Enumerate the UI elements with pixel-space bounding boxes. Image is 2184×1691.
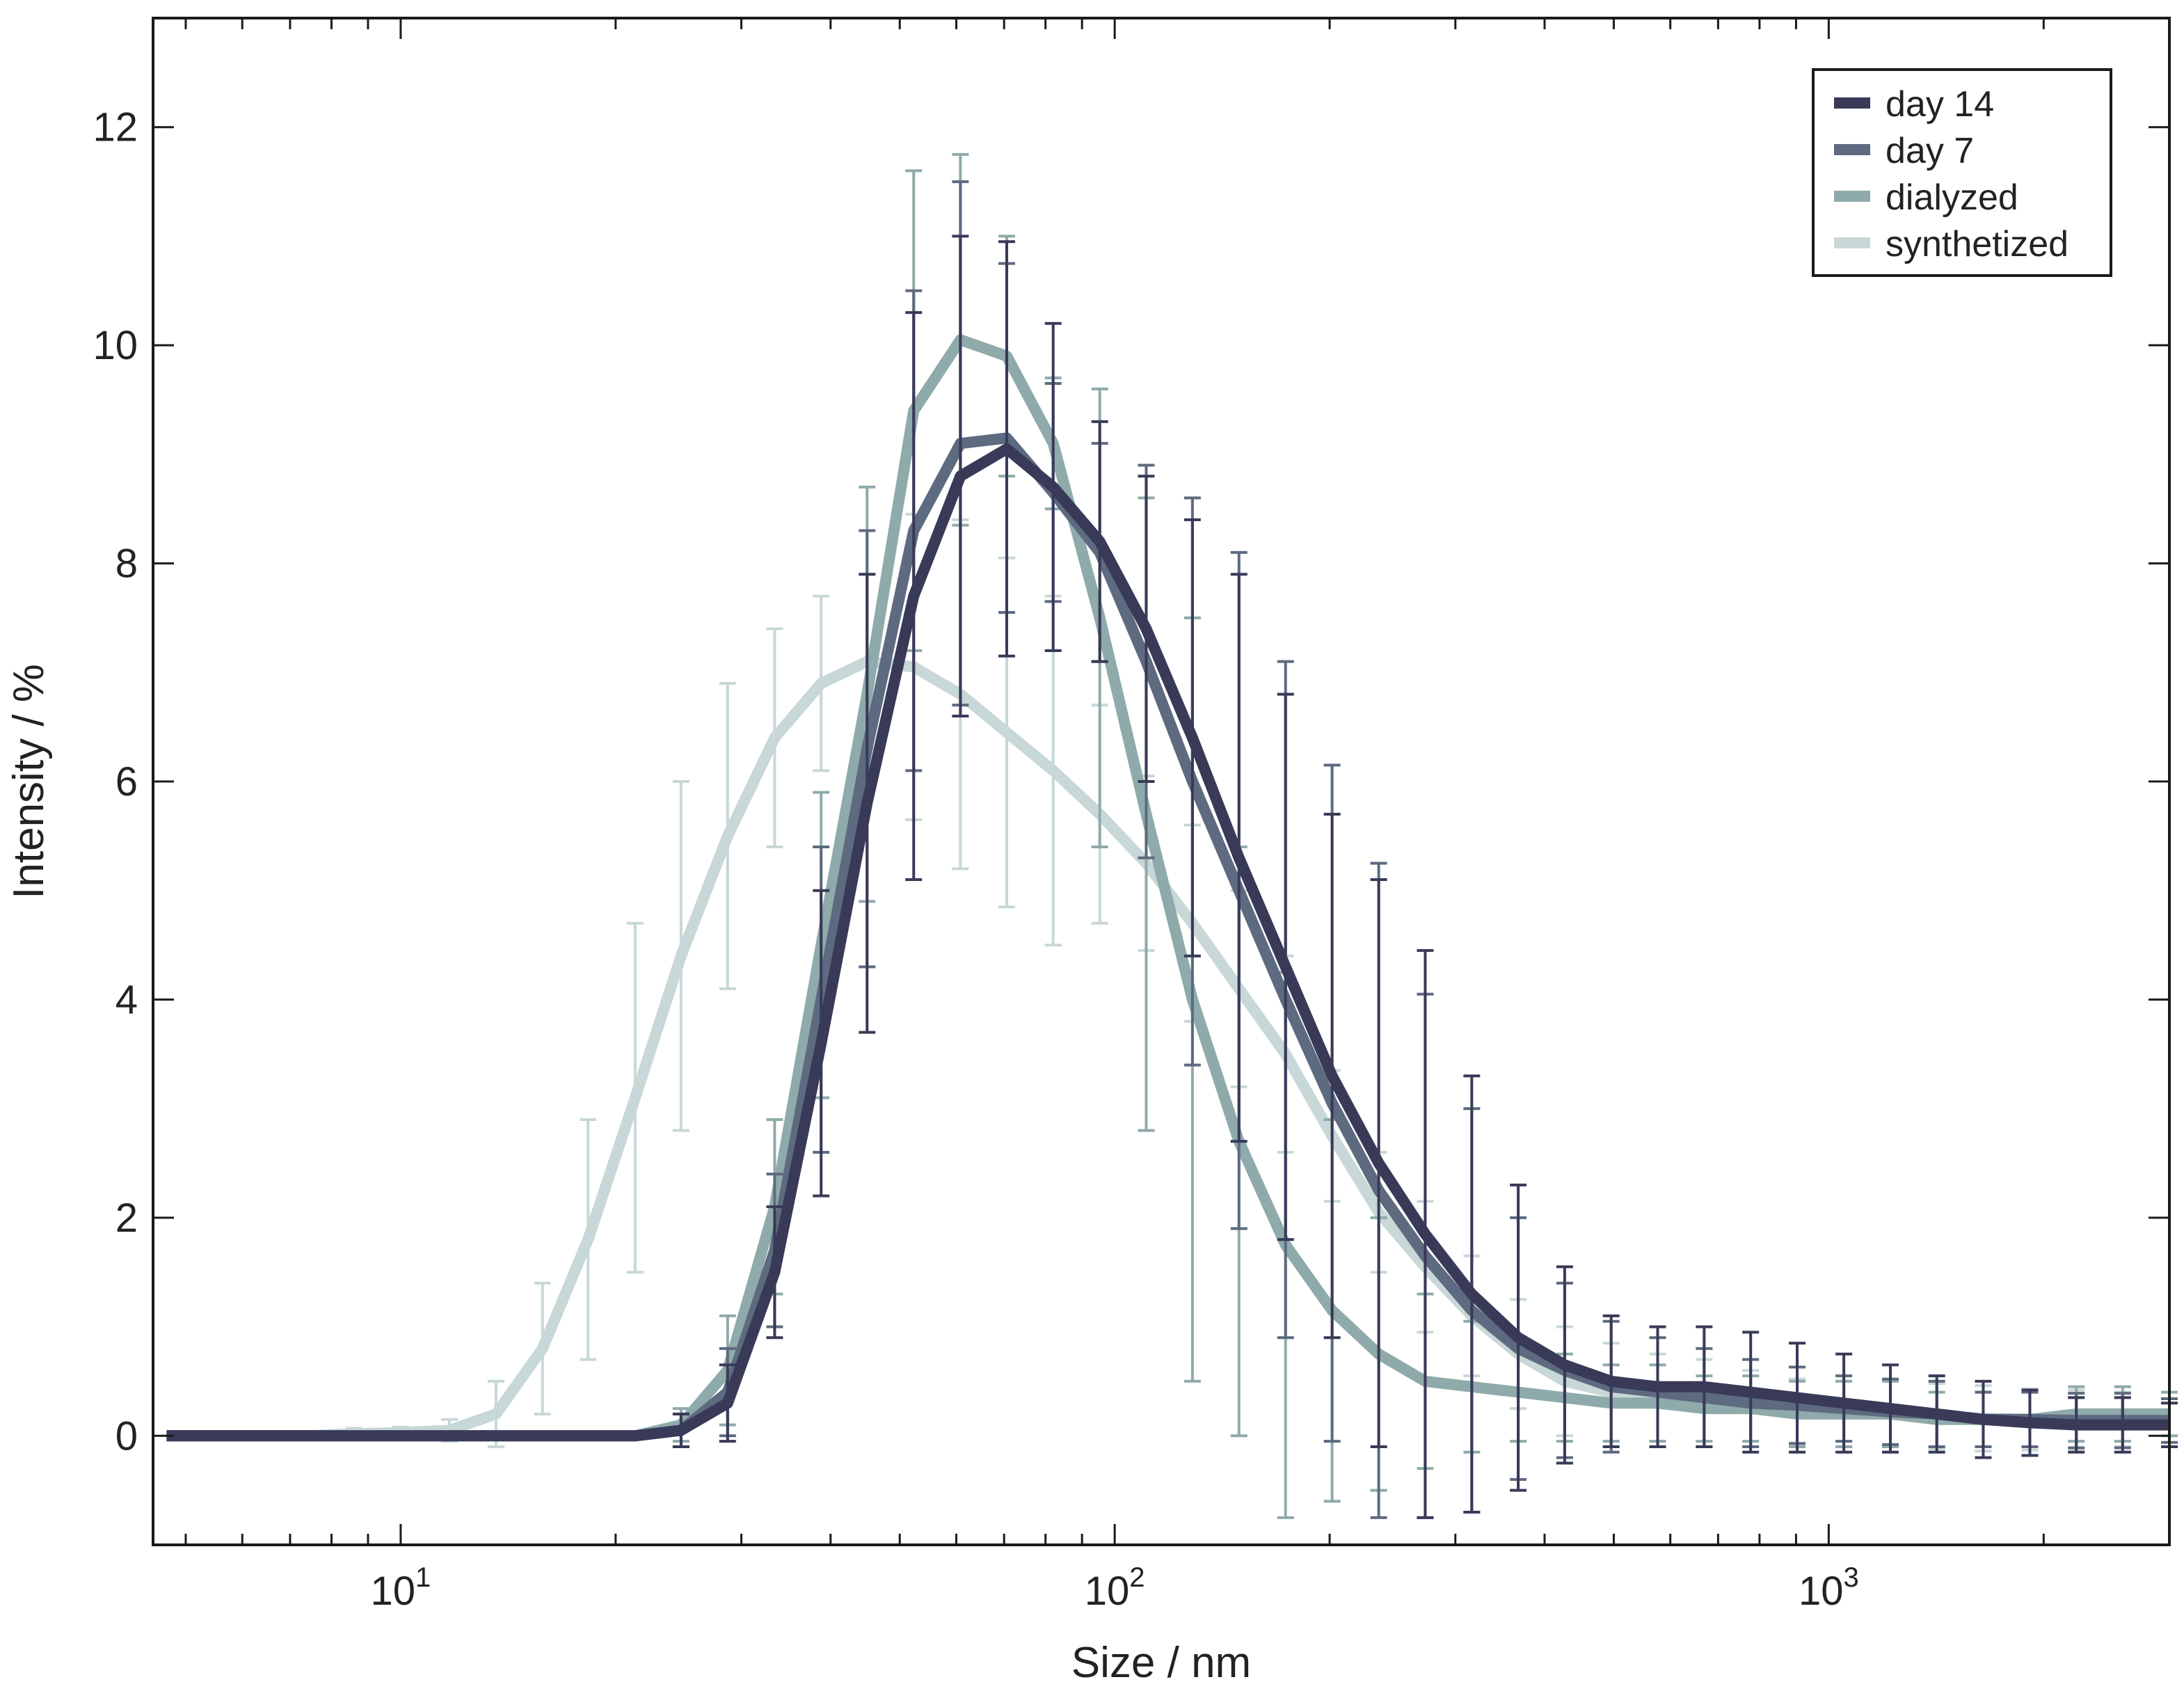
legend-label: dialyzed xyxy=(1886,177,2018,218)
x-axis-label: Size / nm xyxy=(1071,1639,1251,1687)
y-tick-label: 4 xyxy=(115,977,138,1022)
y-tick-label: 8 xyxy=(115,541,138,587)
y-tick-label: 12 xyxy=(93,105,138,150)
legend-label: day 7 xyxy=(1886,131,1974,171)
legend-label: synthetized xyxy=(1886,224,2069,264)
y-axis-label: Intensity / % xyxy=(5,664,53,899)
x-tick-label: 101 xyxy=(371,1562,431,1614)
axis-ticks xyxy=(153,18,2171,1545)
series-day-14 xyxy=(166,235,2178,1519)
legend-item: synthetized xyxy=(1834,224,2069,264)
y-tick-label: 2 xyxy=(115,1196,138,1241)
y-tick-label: 10 xyxy=(93,323,138,368)
x-tick-labels: 101 102 103 xyxy=(371,1562,1859,1614)
legend-item: day 7 xyxy=(1834,131,1974,171)
x-tick-label: 102 xyxy=(1085,1562,1145,1614)
series-line-day-14 xyxy=(166,443,2169,1442)
legend: day 14 day 7 dialyzed synthetized xyxy=(1812,68,2112,277)
y-tick-label: 6 xyxy=(115,759,138,804)
legend-label: day 14 xyxy=(1886,84,1994,125)
legend-item: day 14 xyxy=(1834,84,1994,125)
y-tick-labels: 0 2 4 6 8 10 12 xyxy=(93,105,138,1459)
y-tick-label: 0 xyxy=(115,1413,138,1459)
plot-area xyxy=(166,152,2178,1519)
legend-item: dialyzed xyxy=(1834,177,2018,218)
axes: 0 2 4 6 8 10 12 101 102 103 Size / nm Intensity … xyxy=(5,17,2171,1687)
x-tick-label: 103 xyxy=(1799,1562,1859,1614)
